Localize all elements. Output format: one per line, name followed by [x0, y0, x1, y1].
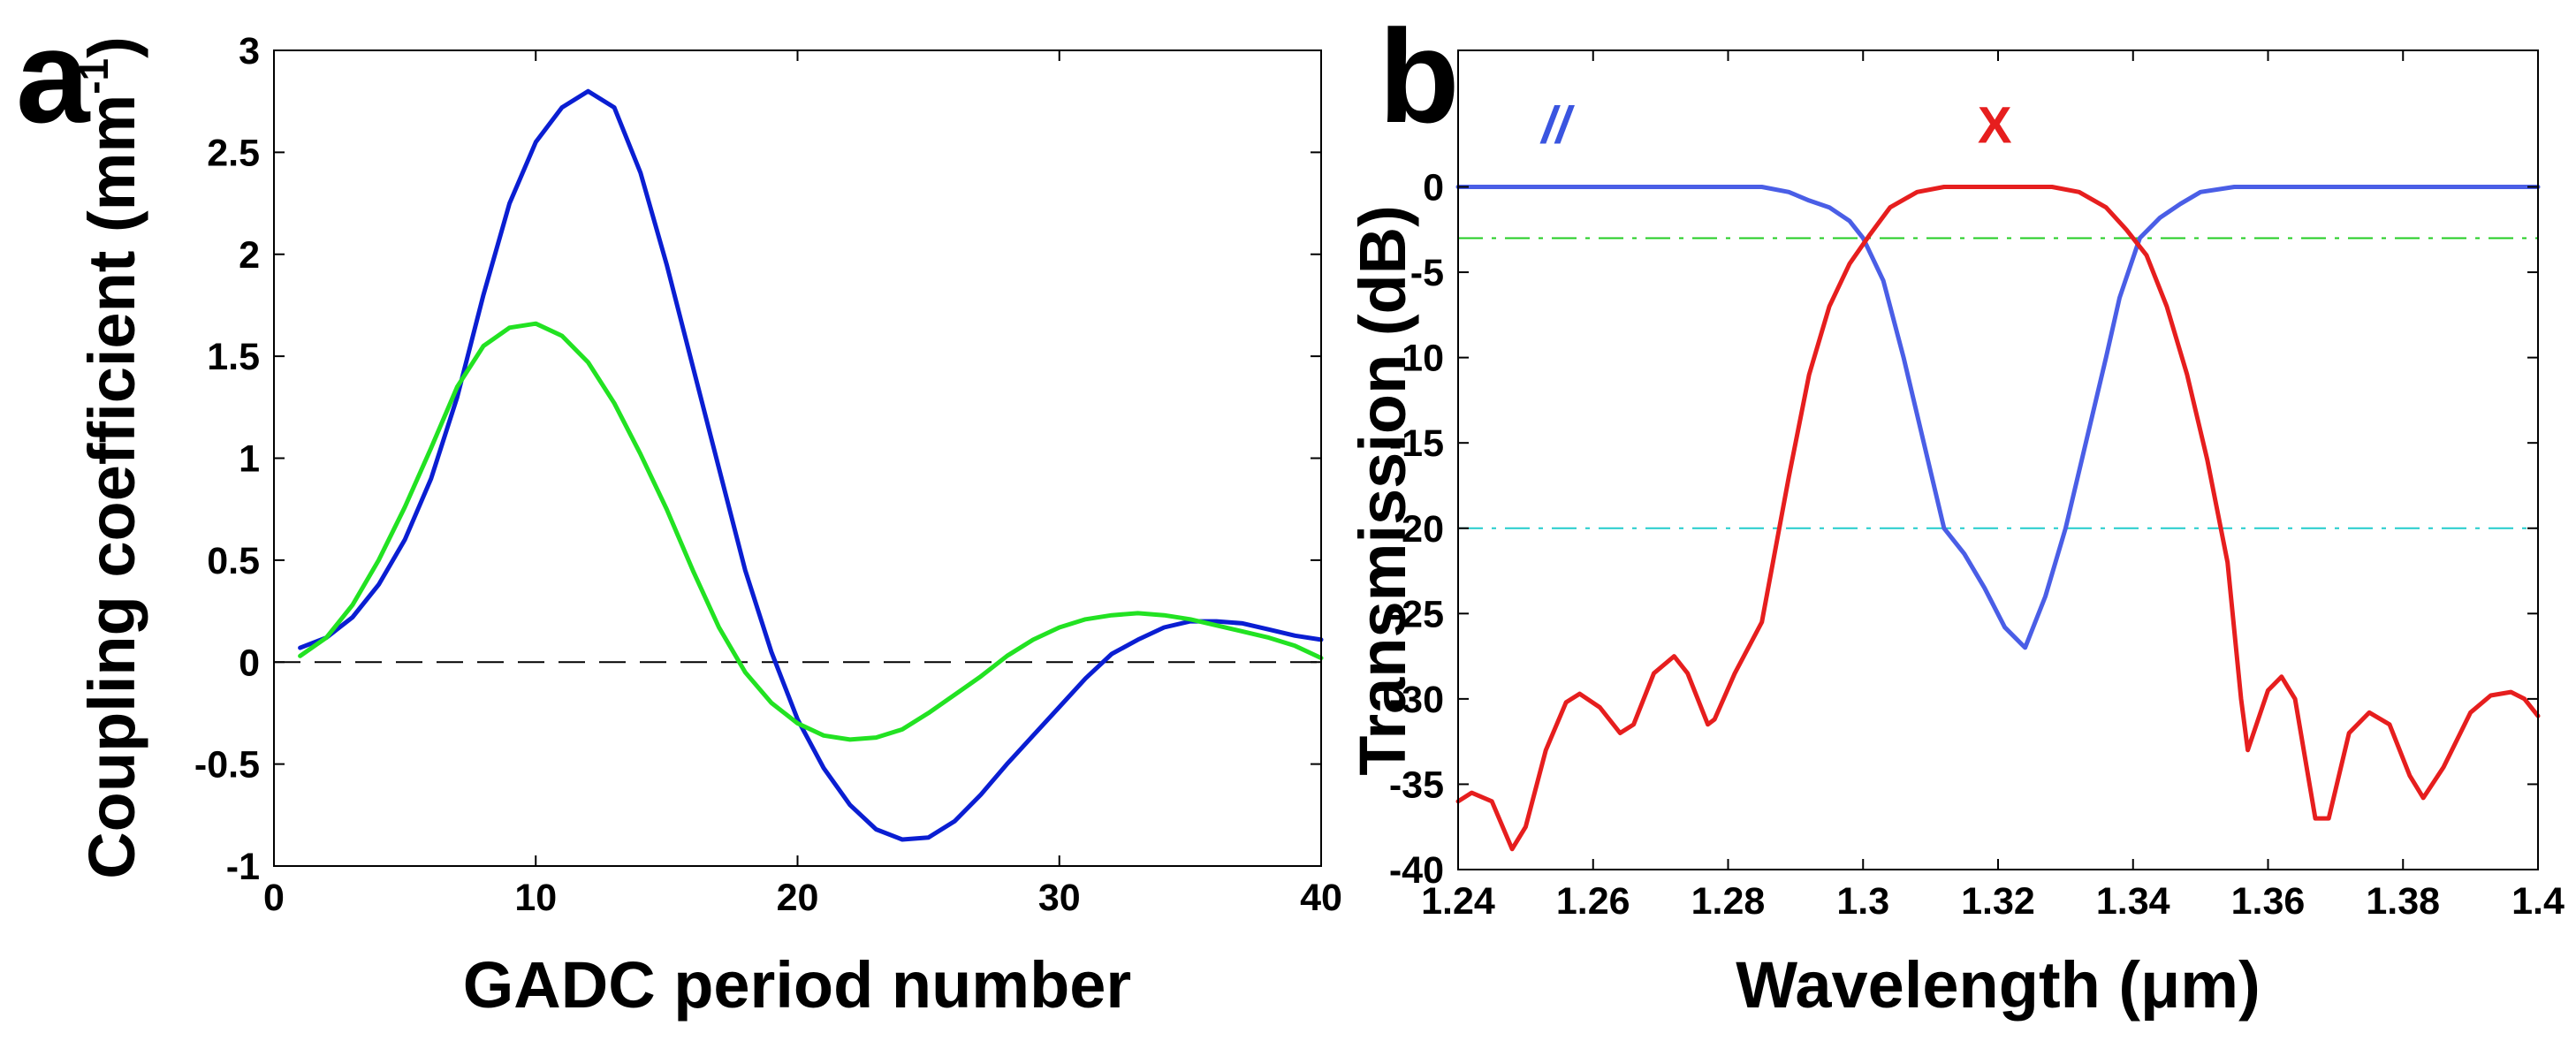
panel-b-y-axis-label: Transmission (dB): [1346, 205, 1419, 776]
panel-a-x-tick-label: 0: [263, 877, 285, 919]
panel-a-y-tick-label: -1: [226, 846, 260, 888]
panel-a-series-line-1: [298, 321, 1324, 742]
panel-label-b: b: [1379, 2, 1460, 150]
panel-b-y-tick-label: -35: [1389, 764, 1444, 806]
panel-a-y-ticks: -1 -0.5 0 0.5 1 1.5 2 2.5 3: [194, 30, 1321, 888]
panel-a-series: [298, 88, 1324, 842]
panel-b-y-ticks: -40 -35 -30 -25 -20 -15 -10 -5 0: [1389, 167, 2538, 892]
panel-b-annotation-1: X: [1978, 97, 2012, 155]
panel-b-series-line-0: [1455, 185, 2541, 650]
panel-a-x-axis-label: GADC period number: [463, 948, 1131, 1022]
panel-b-y-tick-label: -25: [1389, 593, 1444, 635]
panel-b-plot: 1.24 1.26 1.28 1.3 1.32 1.34 1.36 1.38 1.4 -40 -3…: [1389, 49, 2565, 923]
panel-b-x-tick-label: 1.3: [1836, 880, 1889, 923]
panel-b-x-tick-label: 1.32: [1961, 880, 2035, 923]
panel-a-y-tick-label: -0.5: [194, 744, 260, 786]
panel-label-a: a: [16, 2, 91, 150]
panel-a: a 0 10 20 30 40 -1 -0.5 0 0.5 1 1.5 2 2.5 3 GADC per…: [16, 2, 1342, 1022]
panel-b-x-tick-label: 1.34: [2096, 880, 2170, 923]
panel-a-series-line-0: [298, 88, 1324, 842]
panel-b-reference-lines: [1458, 237, 2538, 529]
panel-a-y-axis-label-close: ): [75, 36, 148, 58]
panel-b-y-tick-label: -15: [1389, 422, 1444, 465]
panel-a-x-tick-label: 20: [777, 877, 819, 919]
panel-b-x-tick-label: 1.4: [2511, 880, 2565, 923]
panel-a-y-tick-label: 3: [239, 30, 260, 72]
panel-b-axes-box: [1457, 49, 2539, 870]
panel-b-y-tick-label: -10: [1389, 338, 1444, 380]
panel-b-x-tick-label: 1.24: [1421, 880, 1495, 923]
panel-b-annotations: // X: [1539, 97, 2012, 155]
panel-b-x-tick-label: 1.36: [2231, 880, 2306, 923]
panel-b-y-tick-label: -20: [1389, 508, 1444, 551]
panel-a-x-tick-label: 10: [514, 877, 557, 919]
panel-a-y-tick-label: 2: [239, 234, 260, 277]
panel-a-axes-box: [273, 49, 1322, 867]
panel-a-y-axis-label-main: Coupling coefficient (mm: [75, 95, 148, 879]
panel-b-x-tick-label: 1.28: [1691, 880, 1766, 923]
panel-b-y-tick-label: -30: [1389, 679, 1444, 721]
panel-b-x-tick-label: 1.38: [2366, 880, 2440, 923]
panel-b: b 1.24 1.26 1.28 1.3 1.32 1.34 1.36 1.38 1.4 -40…: [1346, 2, 2565, 1022]
panel-a-plot: 0 10 20 30 40 -1 -0.5 0 0.5 1 1.5 2 2.5 3: [194, 30, 1342, 919]
panel-a-x-tick-label: 40: [1300, 877, 1342, 919]
panel-b-y-tick-label: 0: [1423, 167, 1444, 209]
panel-b-y-tick-label: -5: [1410, 252, 1444, 294]
panel-b-annotation-0: //: [1539, 97, 1576, 155]
panel-b-y-tick-label: -40: [1389, 849, 1444, 892]
panel-b-x-tick-label: 1.26: [1556, 880, 1630, 923]
panel-a-y-axis-label-superscript: -1: [71, 58, 117, 95]
panel-a-y-tick-label: 1: [239, 438, 260, 481]
panel-a-x-ticks: 0 10 20 30 40: [263, 50, 1342, 919]
panel-b-x-ticks: 1.24 1.26 1.28 1.3 1.32 1.34 1.36 1.38 1.4: [1421, 50, 2565, 923]
panel-b-series-line-1: [1455, 185, 2541, 852]
panel-a-x-tick-label: 30: [1038, 877, 1081, 919]
panel-a-y-tick-label: 0: [239, 642, 260, 684]
panel-b-series: [1455, 185, 2541, 852]
panel-a-y-axis-label: Coupling coefficient (mm-1): [71, 36, 148, 879]
panel-b-x-axis-label: Wavelength (μm): [1736, 948, 2260, 1022]
panel-a-y-tick-label: 2.5: [207, 132, 260, 174]
panel-a-y-tick-label: 1.5: [207, 336, 260, 378]
panel-a-y-tick-label: 0.5: [207, 540, 260, 582]
